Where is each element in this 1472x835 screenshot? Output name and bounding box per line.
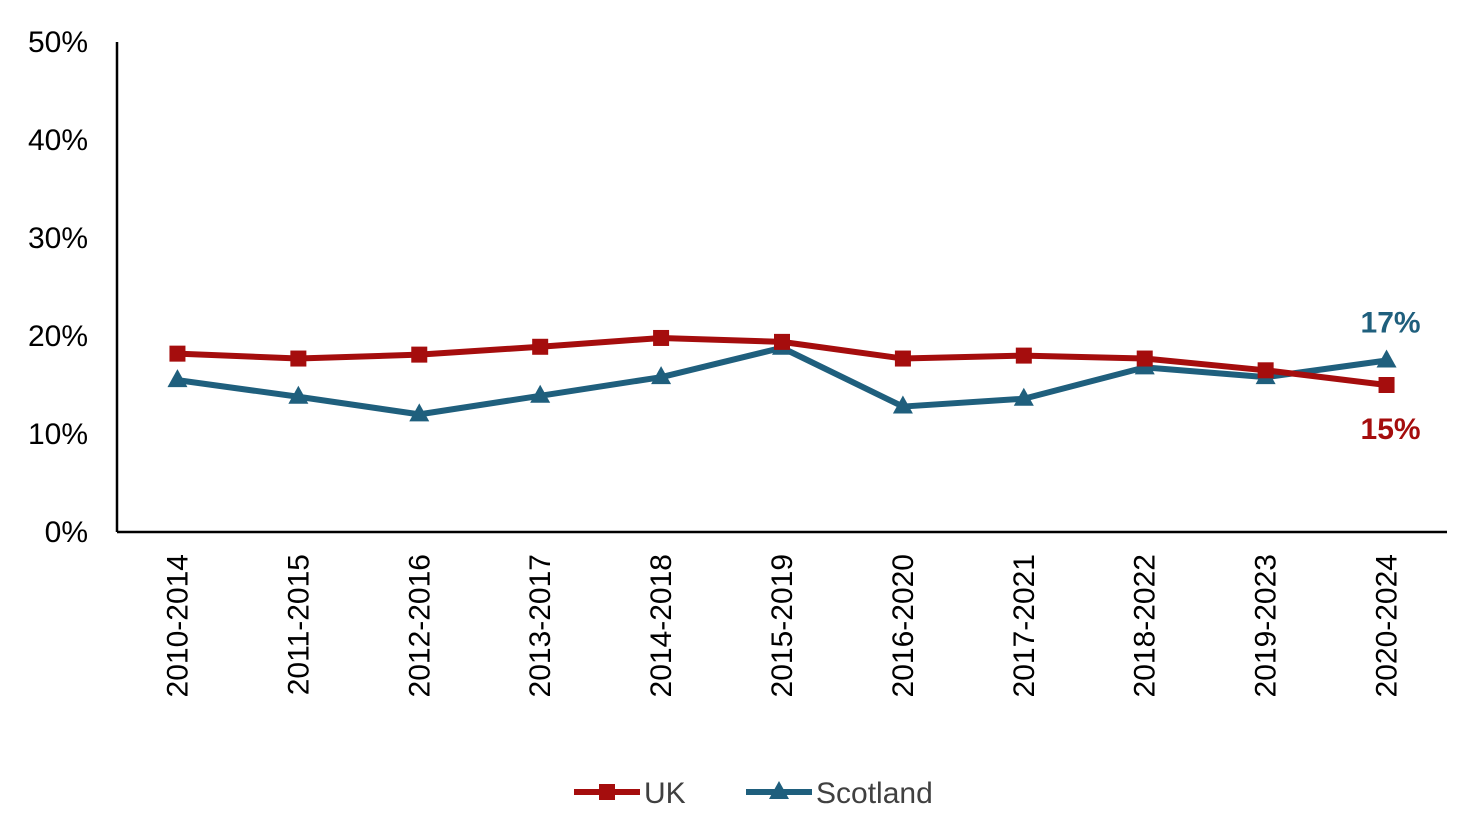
y-tick-label: 0%	[45, 516, 88, 549]
series-uk	[169, 329, 1395, 393]
y-axis-ticks: 0% 10% 20% 30% 40% 50%	[28, 26, 88, 549]
data-point-uk	[894, 350, 911, 367]
data-point-uk	[1136, 350, 1153, 367]
y-tick-label: 50%	[28, 26, 88, 59]
data-point-scotland	[892, 395, 913, 414]
data-point-scotland	[167, 369, 188, 388]
legend-label: Scotland	[816, 777, 933, 810]
data-point-scotland	[1013, 387, 1034, 406]
x-tick-label: 2013-2017	[524, 554, 557, 697]
x-tick-label: 2011-2015	[282, 554, 315, 695]
x-axis-ticks: 2010-2014 2011-2015 2012-2016 2013-2017 2014…	[161, 554, 1403, 697]
end-label-uk: 15%	[1361, 413, 1421, 446]
x-tick-label: 2016-2020	[887, 554, 920, 697]
data-point-scotland	[1376, 349, 1397, 368]
data-point-uk	[1257, 362, 1274, 379]
data-point-uk	[653, 329, 670, 346]
x-tick-label: 2020-2024	[1371, 554, 1404, 697]
legend-label: UK	[644, 777, 686, 810]
x-tick-label: 2018-2022	[1129, 554, 1162, 697]
series-layer	[167, 329, 1397, 422]
x-tick-label: 2010-2014	[161, 554, 194, 697]
legend-item-uk: UK	[574, 777, 686, 810]
y-tick-label: 40%	[28, 124, 88, 157]
data-point-uk	[290, 350, 307, 367]
x-tick-label: 2012-2016	[403, 554, 436, 697]
legend-swatch-marker	[769, 781, 789, 799]
end-label-scotland: 17%	[1361, 307, 1421, 340]
y-tick-label: 20%	[28, 320, 88, 353]
legend: UK Scotland	[574, 777, 933, 810]
x-tick-label: 2015-2019	[766, 554, 799, 697]
y-tick-label: 10%	[28, 418, 88, 451]
data-point-uk	[411, 346, 428, 363]
data-point-scotland	[288, 385, 309, 404]
end-labels: 15% 17%	[1361, 307, 1421, 447]
y-tick-label: 30%	[28, 222, 88, 255]
data-point-scotland	[651, 366, 672, 385]
x-tick-label: 2014-2018	[645, 554, 678, 697]
data-point-uk	[1015, 347, 1032, 364]
data-point-uk	[774, 333, 790, 350]
x-tick-label: 2017-2021	[1008, 554, 1041, 697]
data-point-uk	[532, 338, 549, 355]
data-point-uk	[1378, 377, 1395, 393]
axes	[115, 42, 1447, 534]
legend-swatch-marker	[599, 784, 615, 800]
data-point-scotland	[530, 384, 551, 403]
x-tick-label: 2019-2023	[1250, 554, 1283, 697]
data-point-uk	[169, 345, 186, 362]
legend-item-scotland: Scotland	[746, 777, 933, 810]
data-point-scotland	[409, 403, 430, 422]
